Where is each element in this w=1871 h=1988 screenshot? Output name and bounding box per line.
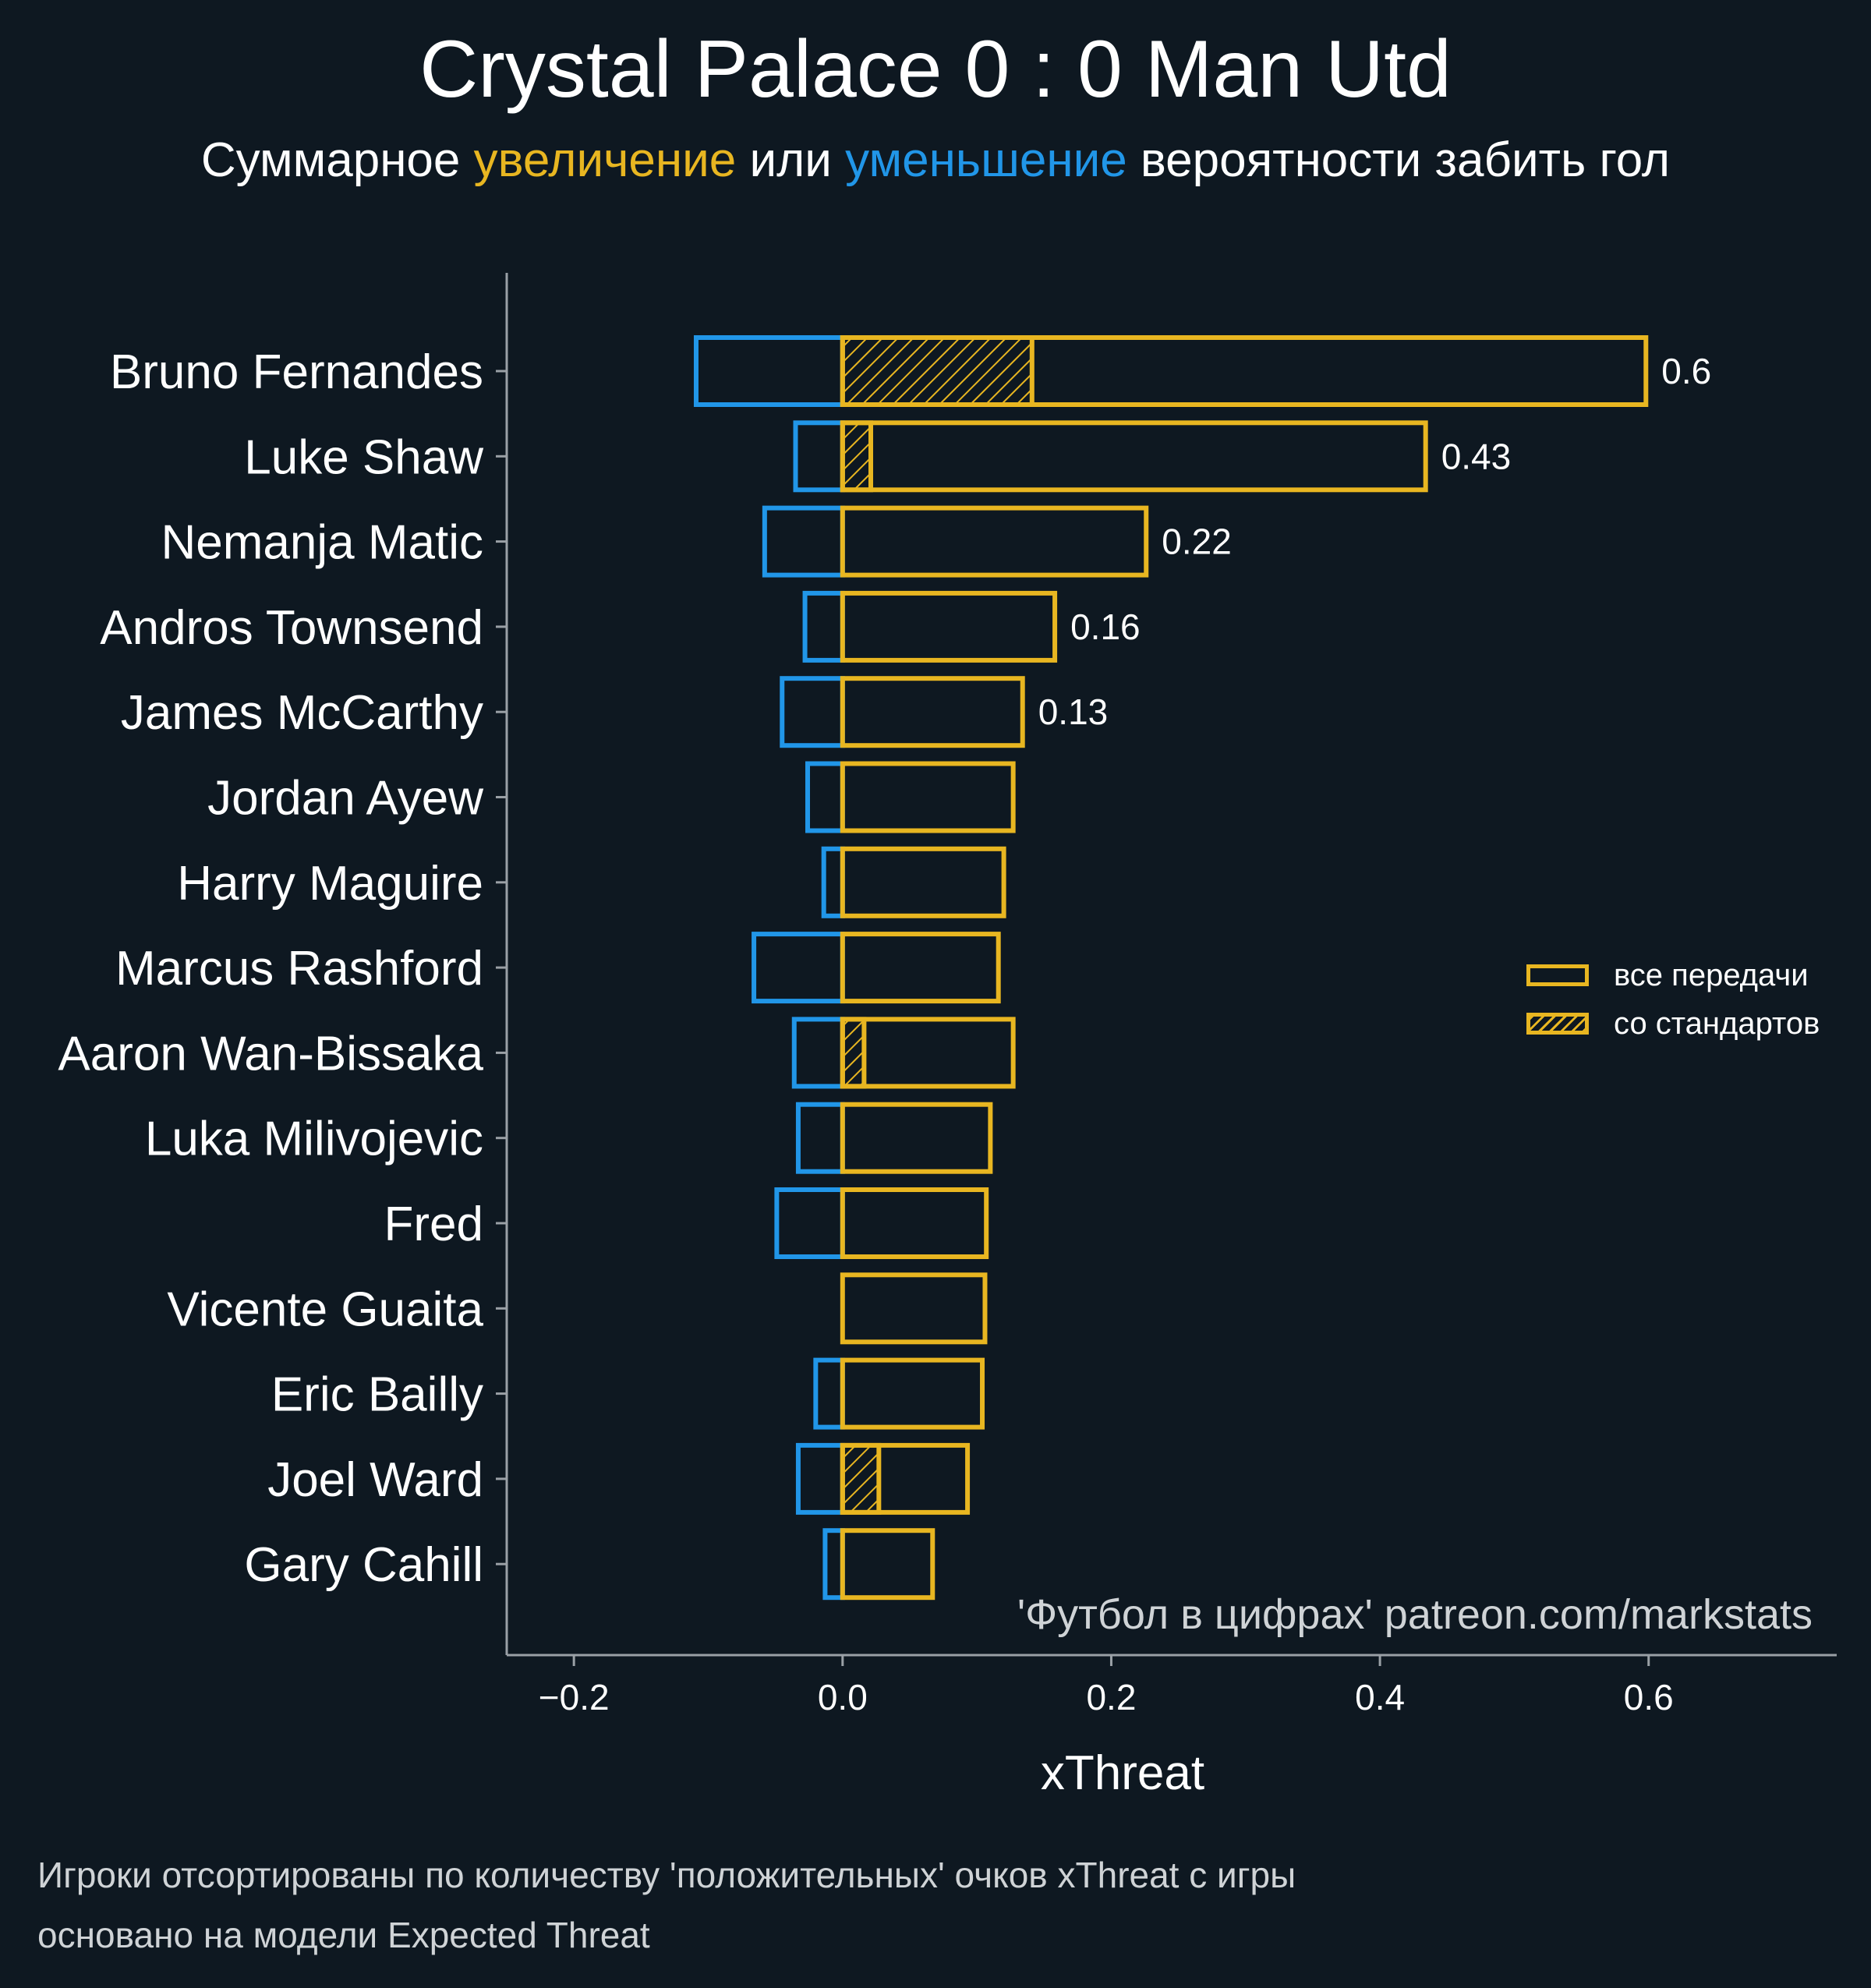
footnote-sorting: Игроки отсортированы по количеству 'поло… xyxy=(37,1855,1296,1895)
y-tick-label-james-mccarthy: James McCarthy xyxy=(121,686,483,740)
bar-positive-aaron-wan-bissaka xyxy=(840,1017,1016,1089)
bar-negative-joel-ward xyxy=(795,1442,845,1515)
y-tick-label-joel-ward: Joel Ward xyxy=(267,1453,483,1507)
bar-positive-joel-ward xyxy=(840,1442,971,1515)
bar-set-pieces-aaron-wan-bissaka xyxy=(840,1017,867,1089)
watermark: 'Футбол в цифрах' patreon.com/markstats xyxy=(1017,1591,1813,1638)
legend: все передачи со стандартов xyxy=(1526,951,1820,1048)
subtitle-decrease-word: уменьшение xyxy=(845,133,1127,187)
y-tick-label-marcus-rashford: Marcus Rashford xyxy=(115,942,483,996)
y-tick-label-jordan-ayew: Jordan Ayew xyxy=(207,772,483,826)
chart-subtitle: Суммарное увеличение или уменьшение веро… xyxy=(0,133,1871,188)
subtitle-increase-word: увеличение xyxy=(473,133,737,187)
y-tick-label-bruno-fernandes: Bruno Fernandes xyxy=(110,345,483,399)
x-tick-label-2: 0.2 xyxy=(1086,1677,1136,1717)
x-tick-label-0: −0.2 xyxy=(539,1677,610,1717)
data-label-nemanja-matic: 0.22 xyxy=(1162,522,1232,562)
bar-positive-luke-shaw xyxy=(840,420,1428,493)
subtitle-part-2: или xyxy=(736,133,846,187)
bar-negative-bruno-fernandes xyxy=(693,335,845,407)
bar-negative-andros-townsend xyxy=(802,590,845,663)
bar-negative-eric-bailly xyxy=(813,1357,845,1430)
bar-negative-jordan-ayew xyxy=(805,761,845,833)
bar-negative-harry-maguire xyxy=(821,846,845,918)
bar-negative-aaron-wan-bissaka xyxy=(791,1017,845,1089)
legend-label-all-passes: все передачи xyxy=(1614,957,1809,992)
x-tick-label-4: 0.6 xyxy=(1624,1677,1674,1717)
bar-set-pieces-bruno-fernandes xyxy=(840,335,1035,407)
chart-title: Crystal Palace 0 : 0 Man Utd xyxy=(419,24,1452,115)
y-tick-label-nemanja-matic: Nemanja Matic xyxy=(161,516,483,570)
bar-negative-fred xyxy=(774,1187,845,1259)
y-tick-label-luka-milivojevic: Luka Milivojevic xyxy=(145,1113,483,1166)
y-tick-label-luke-shaw: Luke Shaw xyxy=(244,430,483,484)
bar-positive-vicente-guaita xyxy=(840,1272,988,1345)
bar-negative-james-mccarthy xyxy=(780,676,845,748)
legend-item-set-pieces: со стандартов xyxy=(1526,999,1820,1048)
y-tick-label-aaron-wan-bissaka: Aaron Wan-Bissaka xyxy=(58,1027,483,1081)
footnote-model: основано на модели Expected Threat xyxy=(37,1915,650,1955)
x-tick-label-3: 0.4 xyxy=(1355,1677,1405,1717)
bar-positive-marcus-rashford xyxy=(840,932,1001,1004)
bar-positive-eric-bailly xyxy=(840,1357,985,1430)
bar-negative-luka-milivojevic xyxy=(795,1102,845,1174)
data-label-luke-shaw: 0.43 xyxy=(1441,436,1512,476)
y-tick-label-fred: Fred xyxy=(384,1197,483,1251)
bar-negative-nemanja-matic xyxy=(762,505,845,578)
data-label-bruno-fernandes: 0.6 xyxy=(1661,351,1711,391)
bar-negative-marcus-rashford xyxy=(752,932,845,1004)
x-tick-label-1: 0.0 xyxy=(818,1677,868,1717)
bar-positive-harry-maguire xyxy=(840,846,1006,918)
subtitle-part-3: вероятности забить гол xyxy=(1126,133,1671,187)
y-tick-label-andros-townsend: Andros Townsend xyxy=(100,601,483,655)
y-tick-label-eric-bailly: Eric Bailly xyxy=(271,1368,483,1422)
legend-swatch-set-pieces xyxy=(1526,1013,1589,1035)
axes-layer: Bruno Fernandes Luke Shaw Nemanja Matic And… xyxy=(58,273,1837,1717)
bar-positive-andros-townsend xyxy=(840,590,1058,663)
bar-positive-luka-milivojevic xyxy=(840,1102,993,1174)
bar-set-pieces-luke-shaw xyxy=(840,420,873,493)
bars-layer: 0.6 0.43 0.22 0.16 0.13 xyxy=(693,335,1711,1601)
y-tick-label-harry-maguire: Harry Maguire xyxy=(177,857,483,911)
data-label-james-mccarthy: 0.13 xyxy=(1038,692,1109,732)
data-label-andros-townsend: 0.16 xyxy=(1070,607,1141,647)
bar-negative-gary-cahill xyxy=(822,1528,845,1601)
bar-positive-bruno-fernandes xyxy=(840,335,1649,407)
x-axis-label: xThreat xyxy=(1041,1746,1204,1800)
legend-swatch-all-passes xyxy=(1526,964,1589,986)
legend-item-all-passes: все передачи xyxy=(1526,951,1820,999)
bar-positive-gary-cahill xyxy=(840,1528,936,1601)
y-tick-label-vicente-guaita: Vicente Guaita xyxy=(167,1282,483,1336)
bar-positive-jordan-ayew xyxy=(840,761,1016,833)
bar-set-pieces-joel-ward xyxy=(840,1442,882,1515)
bar-negative-luke-shaw xyxy=(793,420,845,493)
bar-positive-fred xyxy=(840,1187,989,1259)
subtitle-part-1: Суммарное xyxy=(200,133,474,187)
bar-positive-james-mccarthy xyxy=(840,676,1025,748)
bar-positive-nemanja-matic xyxy=(840,505,1149,578)
y-tick-label-gary-cahill: Gary Cahill xyxy=(244,1538,483,1592)
legend-label-set-pieces: со стандартов xyxy=(1614,1006,1820,1041)
